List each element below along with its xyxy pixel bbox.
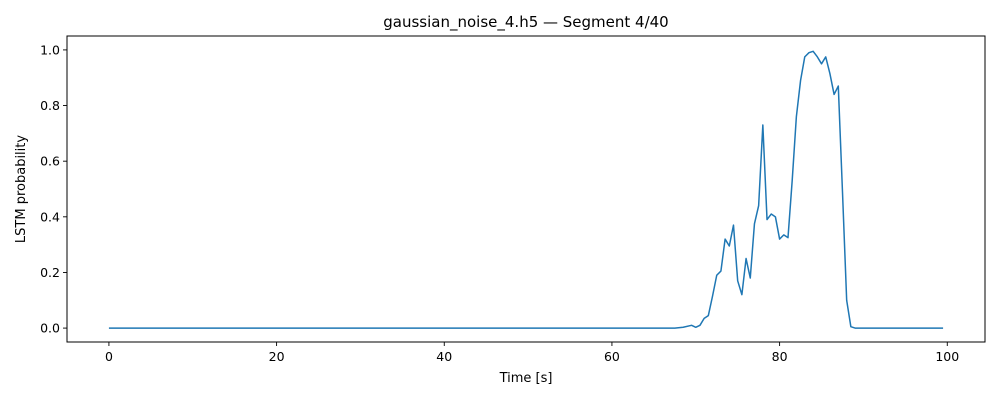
- x-tick-label: 40: [436, 349, 452, 364]
- y-axis-label: LSTM probability: [14, 135, 29, 243]
- x-tick-label: 0: [105, 349, 113, 364]
- x-tick-label: 80: [772, 349, 788, 364]
- x-tick-label: 100: [935, 349, 959, 364]
- y-tick-label: 0.2: [40, 265, 60, 280]
- x-axis-label: Time [s]: [499, 371, 553, 386]
- chart-title: gaussian_noise_4.h5 — Segment 4/40: [383, 13, 668, 32]
- x-tick-label: 60: [604, 349, 620, 364]
- y-tick-label: 0.6: [40, 154, 60, 169]
- y-tick-label: 0.4: [40, 209, 60, 224]
- plot-area: [108, 50, 944, 329]
- y-tick-label: 0.8: [40, 98, 60, 113]
- y-tick-label: 1.0: [40, 42, 60, 57]
- x-tick-label: 20: [269, 349, 285, 364]
- axes-frame: [66, 35, 986, 343]
- series-line-1: [108, 50, 944, 329]
- y-tick-label: 0.0: [40, 321, 60, 336]
